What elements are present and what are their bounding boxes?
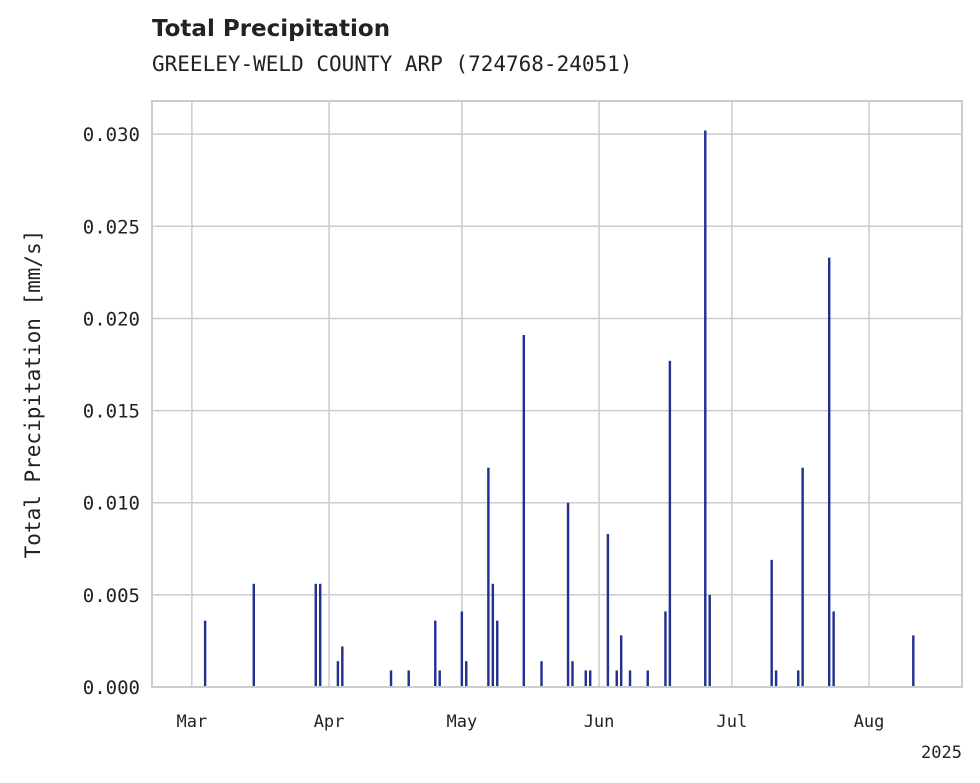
x-tick-label: Jun: [584, 712, 615, 732]
y-ticks: 0.000 0.005 0.010 0.015 0.020 0.025 0.030: [83, 124, 140, 699]
precip-bar: [491, 583, 495, 687]
precip-bar: [619, 635, 623, 687]
precip-bar: [566, 502, 570, 687]
y-tick-label: 0.005: [83, 585, 140, 607]
y-axis-label: Total Precipitation [mm/s]: [21, 230, 45, 559]
precip-bar: [827, 257, 831, 687]
precip-bar: [496, 620, 499, 687]
precip-bar: [704, 130, 707, 688]
precip-bar: [588, 670, 592, 687]
x-tick-label: Apr: [314, 712, 345, 732]
precip-bar: [606, 534, 610, 687]
y-tick-label: 0.020: [83, 308, 140, 330]
precip-bar: [770, 559, 773, 687]
precip-bar: [336, 661, 340, 687]
precip-bar: [571, 661, 574, 687]
precip-bar: [774, 670, 778, 687]
precip-bar: [438, 670, 441, 687]
y-tick-label: 0.000: [83, 677, 140, 699]
precip-bar: [668, 360, 672, 687]
precip-bar: [615, 670, 618, 687]
x-offset-label: 2025: [921, 743, 962, 763]
grid: [152, 101, 962, 688]
x-ticks: Mar Apr May Jun Jul Aug: [176, 712, 884, 732]
x-tick-label: Mar: [176, 712, 207, 732]
plot-frame: [151, 100, 963, 688]
precip-bar: [584, 670, 587, 687]
precip-bar: [708, 594, 711, 687]
precip-bar: [314, 583, 317, 687]
chart-title: Total Precipitation: [152, 16, 391, 42]
precip-bar: [540, 661, 543, 687]
precip-bar: [522, 335, 526, 687]
precip-bar: [318, 583, 322, 687]
precip-bar: [628, 670, 632, 687]
chart-subtitle: GREELEY-WELD COUNTY ARP (724768-24051): [152, 52, 633, 76]
precip-bar: [801, 467, 804, 687]
precip-bar: [389, 670, 393, 687]
y-tick-label: 0.010: [83, 493, 140, 515]
precip-bar: [203, 620, 207, 687]
precip-bar: [912, 635, 915, 687]
precip-bar: [252, 583, 256, 687]
precip-bar: [465, 661, 468, 687]
x-tick-label: May: [446, 712, 477, 732]
x-tick-label: Aug: [854, 712, 885, 732]
y-tick-label: 0.015: [83, 401, 140, 423]
precip-bar: [832, 611, 835, 687]
precip-bar: [487, 467, 490, 687]
x-tick-label: Jul: [716, 712, 747, 732]
bars: [203, 130, 915, 688]
precip-bar: [407, 670, 410, 687]
y-tick-label: 0.030: [83, 124, 140, 146]
precip-bar: [341, 646, 344, 687]
precip-bar: [797, 670, 800, 687]
precip-bar: [434, 620, 437, 687]
precip-bar: [646, 670, 649, 687]
precip-bar: [460, 611, 464, 687]
y-tick-label: 0.025: [83, 216, 140, 238]
precip-bar: [664, 611, 667, 687]
